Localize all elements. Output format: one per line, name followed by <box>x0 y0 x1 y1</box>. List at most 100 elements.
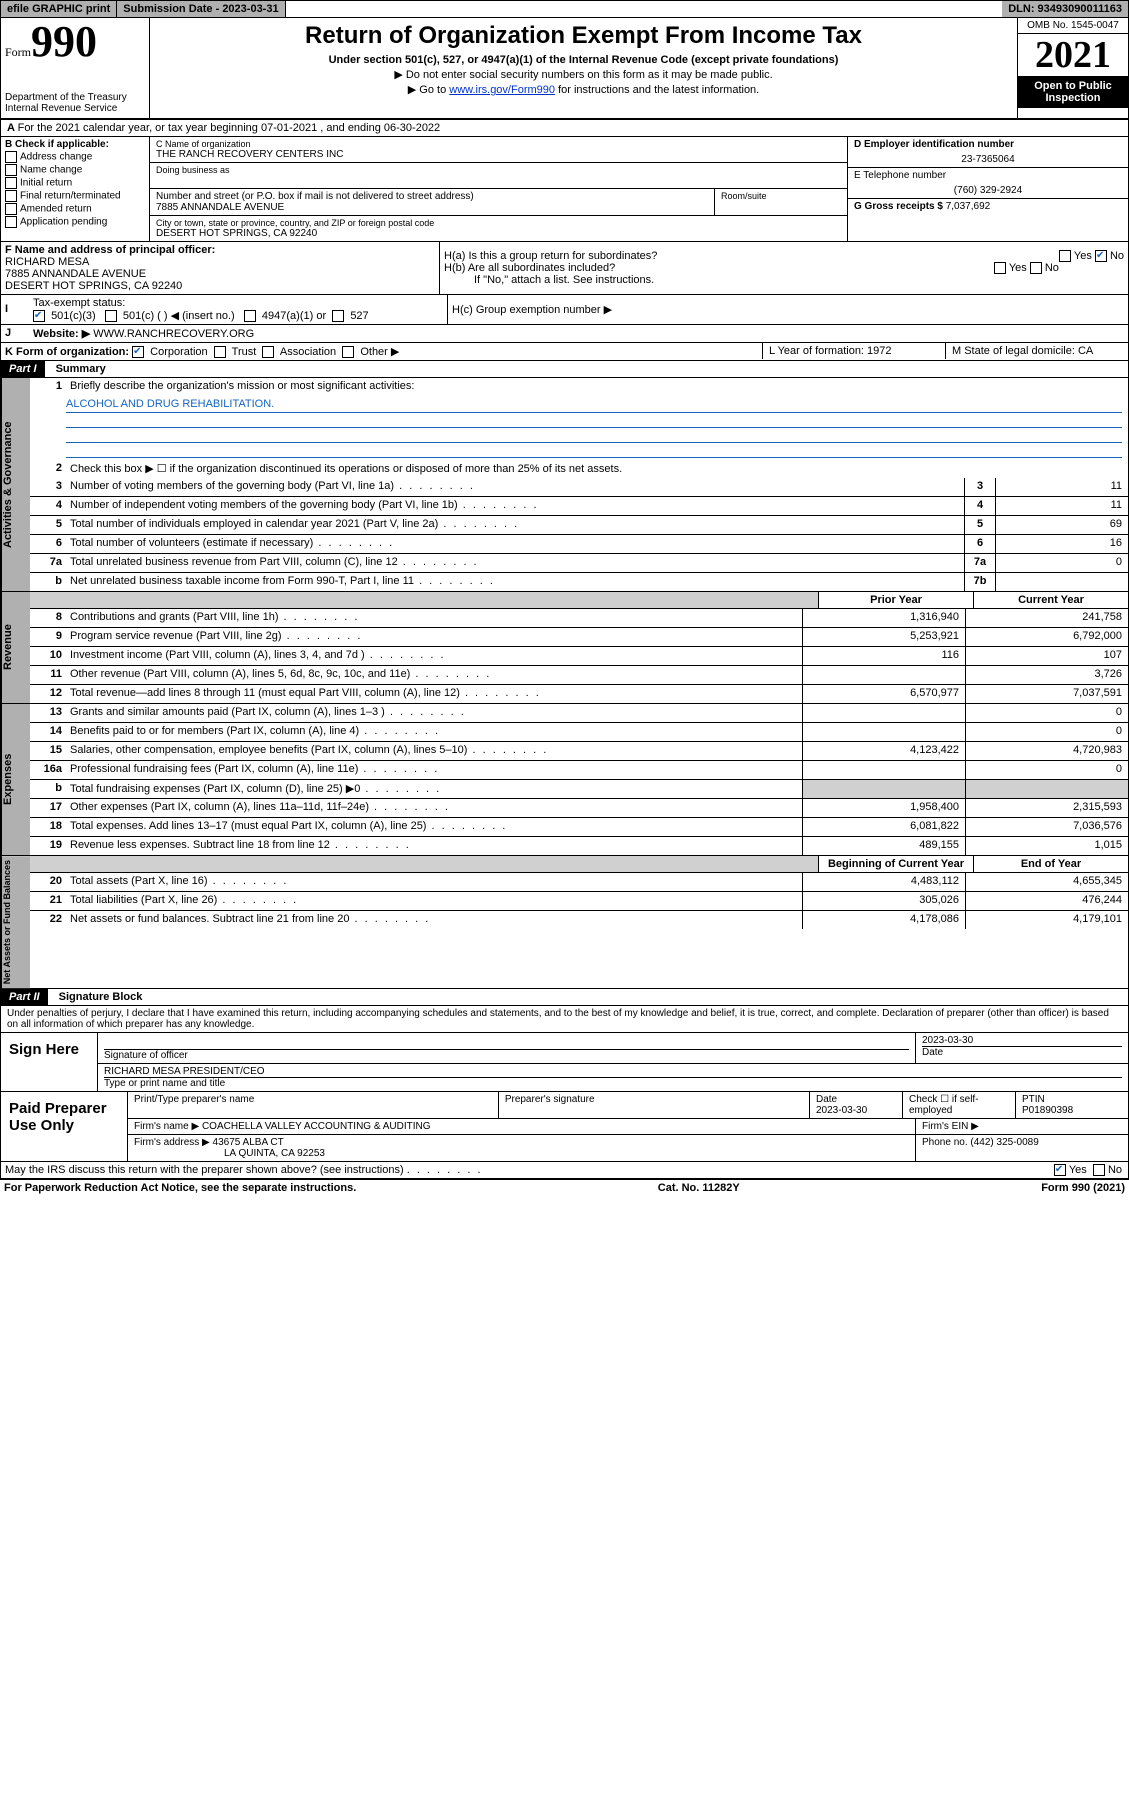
prior-val: 489,155 <box>802 837 965 855</box>
note-goto-post: for instructions and the latest informat… <box>555 84 759 96</box>
street-cell: Number and street (or P.O. box if mail i… <box>150 189 715 215</box>
current-val: 107 <box>965 647 1128 665</box>
ha-row: H(a) Is this a group return for subordin… <box>444 250 1124 262</box>
revenue-section: Revenue Prior Year Current Year 8 Contri… <box>0 592 1129 704</box>
i-4947: 4947(a)(1) or <box>262 310 326 322</box>
footer-right: Form 990 (2021) <box>1041 1182 1125 1194</box>
current-val: 0 <box>965 704 1128 722</box>
summary-row: 6 Total number of volunteers (estimate i… <box>30 535 1128 554</box>
row-num: 4 <box>30 497 66 515</box>
form-prefix: Form <box>5 45 31 59</box>
check-final-return[interactable]: Final return/terminated <box>5 190 145 202</box>
prior-val: 1,316,940 <box>802 609 965 627</box>
opt-name-change: Name change <box>20 164 82 175</box>
netassets-label: Net Assets or Fund Balances <box>1 856 30 988</box>
row-desc: Benefits paid to or for members (Part IX… <box>66 723 802 741</box>
row-num: 3 <box>30 478 66 496</box>
row-num: 10 <box>30 647 66 665</box>
check-initial-return[interactable]: Initial return <box>5 177 145 189</box>
paid-preparer-section: Paid Preparer Use Only Print/Type prepar… <box>0 1092 1129 1162</box>
check-address-change[interactable]: Address change <box>5 151 145 163</box>
data-row: 18 Total expenses. Add lines 13–17 (must… <box>30 818 1128 837</box>
pp-row-1: Print/Type preparer's name Preparer's si… <box>128 1092 1128 1119</box>
row-desc: Other revenue (Part VIII, column (A), li… <box>66 666 802 684</box>
end-year-head: End of Year <box>973 856 1128 872</box>
form-number: Form990 <box>5 22 145 62</box>
submission-date: Submission Date - 2023-03-31 <box>117 1 285 17</box>
ein-label: D Employer identification number <box>854 139 1122 150</box>
prior-val: 4,123,422 <box>802 742 965 760</box>
page-footer: For Paperwork Reduction Act Notice, see … <box>0 1179 1129 1196</box>
tax-year: 2021 <box>1018 34 1128 76</box>
data-row: 19 Revenue less expenses. Subtract line … <box>30 837 1128 855</box>
prior-year-head: Prior Year <box>818 592 973 608</box>
top-spacer <box>286 1 1003 17</box>
prior-val: 4,178,086 <box>802 911 965 929</box>
officer-name: RICHARD MESA <box>5 256 435 268</box>
opt-initial-return: Initial return <box>20 177 72 188</box>
i-501c: 501(c) ( ) ◀ (insert no.) <box>123 310 235 322</box>
sig-nametitle: Type or print name and title <box>104 1077 1122 1089</box>
data-row: 13 Grants and similar amounts paid (Part… <box>30 704 1128 723</box>
sig-date-label: Date <box>922 1046 1122 1058</box>
note-goto-pre: ▶ Go to <box>408 84 449 96</box>
pp-sig-h: Preparer's signature <box>499 1092 810 1118</box>
firm-ein-cell: Firm's EIN ▶ <box>916 1119 1128 1134</box>
part-ii-title: Signature Block <box>51 989 151 1005</box>
row-num: 20 <box>30 873 66 891</box>
row-desc: Total revenue—add lines 8 through 11 (mu… <box>66 685 802 703</box>
firm-phone-cell: Phone no. (442) 325-0089 <box>916 1135 1128 1161</box>
mission-text: ALCOHOL AND DRUG REHABILITATION. <box>66 398 1122 413</box>
row-box-num: 4 <box>964 497 995 515</box>
q2-desc: Check this box ▶ ☐ if the organization d… <box>66 460 1128 478</box>
data-row: 9 Program service revenue (Part VIII, li… <box>30 628 1128 647</box>
officer-addr2: DESERT HOT SPRINGS, CA 92240 <box>5 280 435 292</box>
website-value: WWW.RANCHRECOVERY.ORG <box>93 328 254 340</box>
check-amended-return[interactable]: Amended return <box>5 203 145 215</box>
row-num: 12 <box>30 685 66 703</box>
data-row: 21 Total liabilities (Part X, line 26) 3… <box>30 892 1128 911</box>
irs-gov-link[interactable]: www.irs.gov/Form990 <box>449 84 555 96</box>
k-label: K Form of organization: <box>5 346 129 358</box>
row-num: 14 <box>30 723 66 741</box>
check-name-change[interactable]: Name change <box>5 164 145 176</box>
note-goto: ▶ Go to www.irs.gov/Form990 for instruct… <box>160 83 1007 96</box>
phone-label: E Telephone number <box>854 170 1122 181</box>
prior-val <box>802 780 965 798</box>
paid-preparer-right: Print/Type preparer's name Preparer's si… <box>128 1092 1128 1161</box>
current-val: 6,792,000 <box>965 628 1128 646</box>
part-ii-badge: Part II <box>1 989 48 1005</box>
current-val: 2,315,593 <box>965 799 1128 817</box>
firm-addr-cell: Firm's address ▶ 43675 ALBA CT LA QUINTA… <box>128 1135 916 1161</box>
irs-label: Internal Revenue Service <box>5 103 145 114</box>
row-box-val: 11 <box>995 497 1128 515</box>
f-label: F Name and address of principal officer: <box>5 244 435 256</box>
part-i-header: Part I Summary <box>0 361 1129 378</box>
omb-number: OMB No. 1545-0047 <box>1018 18 1128 34</box>
current-val: 4,720,983 <box>965 742 1128 760</box>
prior-val: 6,081,822 <box>802 818 965 836</box>
m-cell: M State of legal domicile: CA <box>945 343 1128 359</box>
k-corp: Corporation <box>150 346 207 358</box>
pp-selfemp: Check ☐ if self-employed <box>903 1092 1016 1118</box>
begin-year-head: Beginning of Current Year <box>818 856 973 872</box>
pp-row-3: Firm's address ▶ 43675 ALBA CT LA QUINTA… <box>128 1135 1128 1161</box>
row-num: 5 <box>30 516 66 534</box>
sig-date-value: 2023-03-30 <box>922 1035 1122 1046</box>
opt-application-pending: Application pending <box>20 216 107 227</box>
form-header: Form990 Department of the Treasury Inter… <box>0 18 1129 120</box>
check-application-pending[interactable]: Application pending <box>5 216 145 228</box>
discuss-q: May the IRS discuss this return with the… <box>5 1164 404 1176</box>
i-prefix: I <box>1 301 29 317</box>
addr-row: Number and street (or P.O. box if mail i… <box>150 189 847 216</box>
row-num: 9 <box>30 628 66 646</box>
revenue-label: Revenue <box>1 592 30 703</box>
form-title: Return of Organization Exempt From Incom… <box>160 22 1007 50</box>
row-num: b <box>30 573 66 591</box>
declaration: Under penalties of perjury, I declare th… <box>0 1006 1129 1032</box>
pp-ptin-cell: PTIN P01890398 <box>1016 1092 1128 1118</box>
expenses-rows: 13 Grants and similar amounts paid (Part… <box>30 704 1128 855</box>
row-desc: Total number of volunteers (estimate if … <box>66 535 964 553</box>
prior-val <box>802 761 965 779</box>
form-number-digits: 990 <box>31 17 97 66</box>
